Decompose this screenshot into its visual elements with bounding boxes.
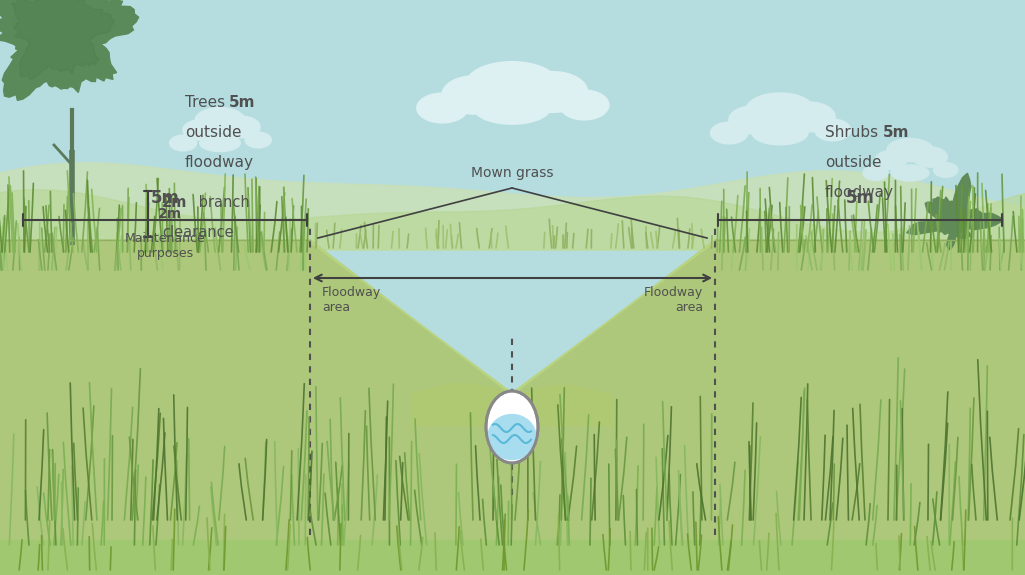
Text: 5m: 5m — [151, 189, 179, 207]
Ellipse shape — [784, 102, 835, 132]
Text: Shrubs: Shrubs — [825, 125, 883, 140]
Polygon shape — [11, 0, 115, 79]
Text: Maintenance
purposes: Maintenance purposes — [125, 232, 205, 260]
Ellipse shape — [465, 62, 559, 108]
Ellipse shape — [518, 72, 587, 112]
Ellipse shape — [934, 163, 958, 177]
Polygon shape — [0, 540, 1025, 575]
Ellipse shape — [863, 166, 888, 181]
Polygon shape — [0, 240, 1025, 575]
Ellipse shape — [195, 108, 245, 132]
Text: Trees: Trees — [184, 95, 230, 110]
Ellipse shape — [887, 139, 933, 162]
Polygon shape — [715, 240, 1025, 575]
Ellipse shape — [182, 120, 216, 140]
Text: floodway: floodway — [825, 185, 894, 200]
Ellipse shape — [752, 121, 808, 145]
Ellipse shape — [442, 76, 505, 114]
Ellipse shape — [815, 119, 851, 141]
Ellipse shape — [200, 135, 240, 152]
Ellipse shape — [729, 106, 775, 134]
Ellipse shape — [169, 135, 197, 151]
Ellipse shape — [710, 122, 748, 144]
Text: 2m: 2m — [158, 207, 182, 221]
Ellipse shape — [913, 147, 947, 167]
Ellipse shape — [245, 132, 272, 148]
Ellipse shape — [891, 165, 929, 181]
Polygon shape — [310, 240, 715, 395]
Text: Floodway
area: Floodway area — [322, 286, 381, 314]
Ellipse shape — [875, 151, 907, 170]
Ellipse shape — [486, 391, 538, 463]
Polygon shape — [0, 0, 138, 101]
Text: outside: outside — [825, 155, 881, 170]
Text: 5m: 5m — [883, 125, 909, 140]
Ellipse shape — [417, 93, 467, 123]
Polygon shape — [906, 173, 1001, 250]
Ellipse shape — [223, 116, 260, 138]
Text: 2m: 2m — [162, 195, 188, 210]
Ellipse shape — [746, 93, 814, 127]
Text: Floodway
area: Floodway area — [644, 286, 703, 314]
Ellipse shape — [560, 90, 609, 120]
Text: branch: branch — [194, 195, 250, 210]
Text: clearance: clearance — [162, 225, 234, 240]
Text: Mown grass: Mown grass — [470, 166, 554, 180]
Text: 5m: 5m — [229, 95, 255, 110]
Polygon shape — [0, 240, 310, 575]
Ellipse shape — [474, 92, 550, 124]
Text: outside: outside — [184, 125, 242, 140]
Ellipse shape — [488, 415, 536, 459]
Text: floodway: floodway — [184, 155, 254, 170]
Text: 5m: 5m — [846, 189, 874, 207]
